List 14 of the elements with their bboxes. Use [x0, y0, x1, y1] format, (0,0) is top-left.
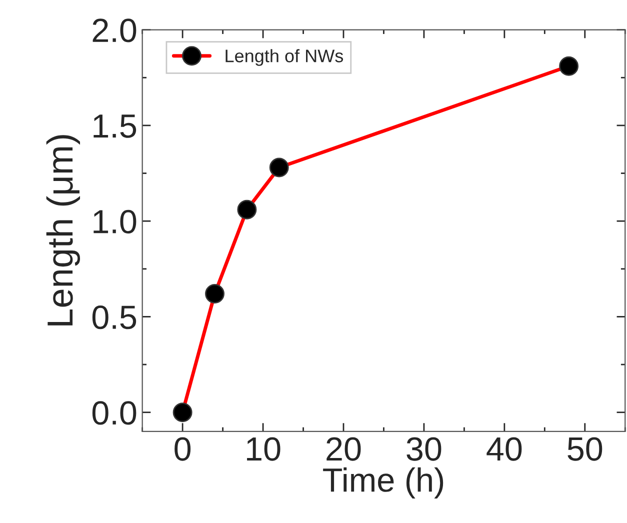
legend-label: Length of NWs	[226, 49, 344, 66]
y-tick-label: 2.0	[92, 18, 136, 42]
x-axis-title: Time (h)	[323, 467, 444, 498]
y-tick-label: 1.5	[94, 114, 136, 138]
x-tick-label: 10	[247, 437, 280, 461]
x-tick-label: 50	[568, 437, 602, 461]
y-tick-label: 0.5	[92, 306, 136, 330]
x-tick-label: 40	[486, 437, 522, 461]
y-axis-title: Length (μm)	[46, 135, 80, 326]
x-tick-label: 20	[326, 437, 361, 461]
y-tick-label: 1.0	[94, 210, 136, 234]
x-tick-label: 30	[406, 437, 442, 461]
x-tick-label: 0	[174, 437, 191, 461]
y-tick-label: 0.0	[92, 401, 136, 425]
